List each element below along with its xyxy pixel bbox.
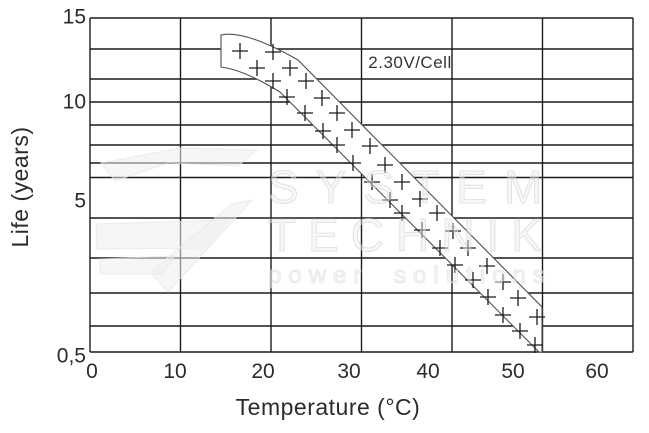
plus-marker xyxy=(447,257,463,273)
plus-marker xyxy=(510,290,526,306)
plus-marker xyxy=(314,90,330,106)
x-axis-title: Temperature (°C) xyxy=(235,394,421,420)
y-tick-label: 5 xyxy=(74,190,86,213)
plus-marker xyxy=(394,205,410,221)
plus-marker xyxy=(279,89,295,105)
plus-marker xyxy=(344,122,360,138)
plus-marker xyxy=(249,60,265,76)
x-tick-label: 40 xyxy=(416,360,439,383)
plus-marker xyxy=(465,272,481,288)
x-tick-label: 20 xyxy=(251,360,274,383)
plus-marker xyxy=(460,240,476,256)
plus-marker xyxy=(364,174,380,190)
plus-marker xyxy=(329,137,345,153)
plus-marker xyxy=(432,240,448,256)
y-tick-label: 0,5 xyxy=(57,345,86,368)
life-band-area xyxy=(220,33,543,353)
x-tick-label: 10 xyxy=(163,360,186,383)
plus-marker xyxy=(394,174,410,190)
y-tick-label: 15 xyxy=(63,6,86,29)
plus-marker xyxy=(362,138,378,154)
plus-marker xyxy=(414,222,430,238)
plus-marker xyxy=(329,105,345,121)
x-tick-label: 60 xyxy=(585,360,608,383)
plus-marker xyxy=(429,205,445,221)
plus-marker xyxy=(479,258,495,274)
plus-marker xyxy=(382,192,398,208)
cell-voltage-annotation: 2.30V/Cell xyxy=(368,53,452,72)
x-tick-label: 50 xyxy=(501,360,524,383)
plus-marker xyxy=(315,123,331,139)
plus-marker xyxy=(495,307,511,323)
y-tick-label: 10 xyxy=(63,91,86,114)
x-tick-label: 30 xyxy=(337,360,360,383)
x-tick-label: 0 xyxy=(86,360,98,383)
plus-marker xyxy=(232,43,248,59)
plus-marker xyxy=(297,105,313,121)
plus-marker xyxy=(265,73,281,89)
y-axis-title: Life (years) xyxy=(7,126,33,248)
plus-marker xyxy=(265,44,281,60)
plus-marker xyxy=(495,274,511,290)
plus-marker xyxy=(345,155,361,171)
plus-marker xyxy=(480,289,496,305)
plus-marker xyxy=(377,157,393,173)
plus-marker xyxy=(282,60,298,76)
plus-marker xyxy=(529,309,545,325)
plus-marker xyxy=(527,337,543,353)
plus-marker xyxy=(445,223,461,239)
plus-marker xyxy=(512,323,528,339)
plus-marker xyxy=(412,191,428,207)
plus-marker xyxy=(298,73,314,89)
